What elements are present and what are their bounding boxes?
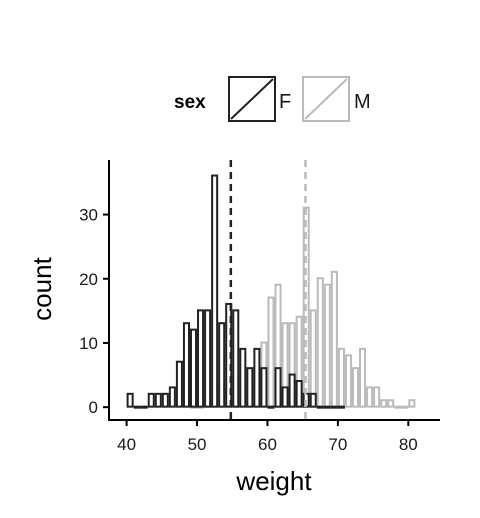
mean-lines: [229, 160, 307, 420]
bar-f-41: [133, 405, 141, 409]
y-axis-ticks: 0 10 20 30: [79, 206, 109, 417]
bar-m-77: [387, 399, 395, 408]
bar-m-75: [373, 386, 381, 408]
bar-f-43: [147, 392, 155, 408]
bar-f-53: [218, 322, 226, 408]
bar-f-61: [274, 367, 282, 408]
x-tick-label-40: 40: [117, 435, 136, 454]
x-tick-label-60: 60: [258, 435, 277, 454]
bar-f-45: [161, 392, 169, 408]
x-tick-label-80: 80: [399, 435, 418, 454]
x-tick-label-70: 70: [328, 435, 347, 454]
bar-m-74: [366, 386, 374, 408]
legend-label-m: M: [354, 91, 371, 113]
legend-key-m-slash: [304, 78, 348, 120]
bar-f-60: [267, 405, 275, 409]
bar-f-55: [232, 309, 240, 408]
bar-f-63: [288, 373, 296, 408]
y-tick-label-20: 20: [79, 270, 98, 289]
bar-f-42: [140, 405, 148, 409]
legend-title: sex: [174, 92, 206, 113]
bar-m-67: [316, 277, 324, 408]
bar-f-40: [126, 392, 134, 408]
bar-f-62: [281, 386, 289, 408]
bar-f-56: [239, 347, 247, 408]
bar-f-51: [204, 309, 212, 408]
bar-f-48: [182, 322, 190, 408]
bar-f-69: [330, 405, 338, 409]
x-tick-label-50: 50: [188, 435, 207, 454]
bar-f-50: [197, 309, 205, 408]
bar-m-68: [323, 283, 331, 408]
bar-f-46: [168, 386, 176, 408]
bar-f-59: [260, 367, 268, 408]
series-f-bars: [126, 174, 345, 409]
bar-f-47: [175, 360, 183, 408]
bar-f-66: [309, 392, 317, 408]
x-axis-ticks: 40 50 60 70 80: [117, 420, 418, 454]
bar-f-64: [295, 379, 303, 408]
legend-key-f-slash: [230, 78, 274, 120]
bar-m-78: [394, 405, 402, 409]
bar-m-71: [344, 354, 352, 408]
bar-m-72: [351, 367, 360, 408]
bar-m-80: [408, 399, 416, 408]
bar-m-73: [359, 347, 367, 408]
y-tick-label-10: 10: [79, 334, 98, 353]
bar-f-58: [253, 347, 261, 408]
bar-m-69: [330, 270, 338, 408]
y-axis-title: count: [27, 256, 57, 320]
bar-f-57: [246, 367, 254, 408]
y-tick-label-30: 30: [79, 206, 98, 225]
bar-m-70: [337, 347, 345, 408]
x-axis-title: weight: [235, 466, 312, 496]
bar-f-49: [189, 328, 198, 408]
bar-f-52: [211, 174, 219, 408]
legend-label-f: F: [279, 91, 291, 113]
bar-f-67: [316, 405, 324, 409]
bar-m-66: [309, 309, 317, 408]
bar-m-79: [401, 405, 409, 409]
bar-m-76: [380, 399, 388, 408]
bar-f-70: [337, 405, 345, 409]
bar-f-44: [154, 392, 162, 408]
bar-m-60: [267, 296, 275, 408]
y-tick-label-0: 0: [89, 398, 98, 417]
legend: sex F M: [174, 76, 371, 122]
bar-f-68: [323, 405, 331, 409]
